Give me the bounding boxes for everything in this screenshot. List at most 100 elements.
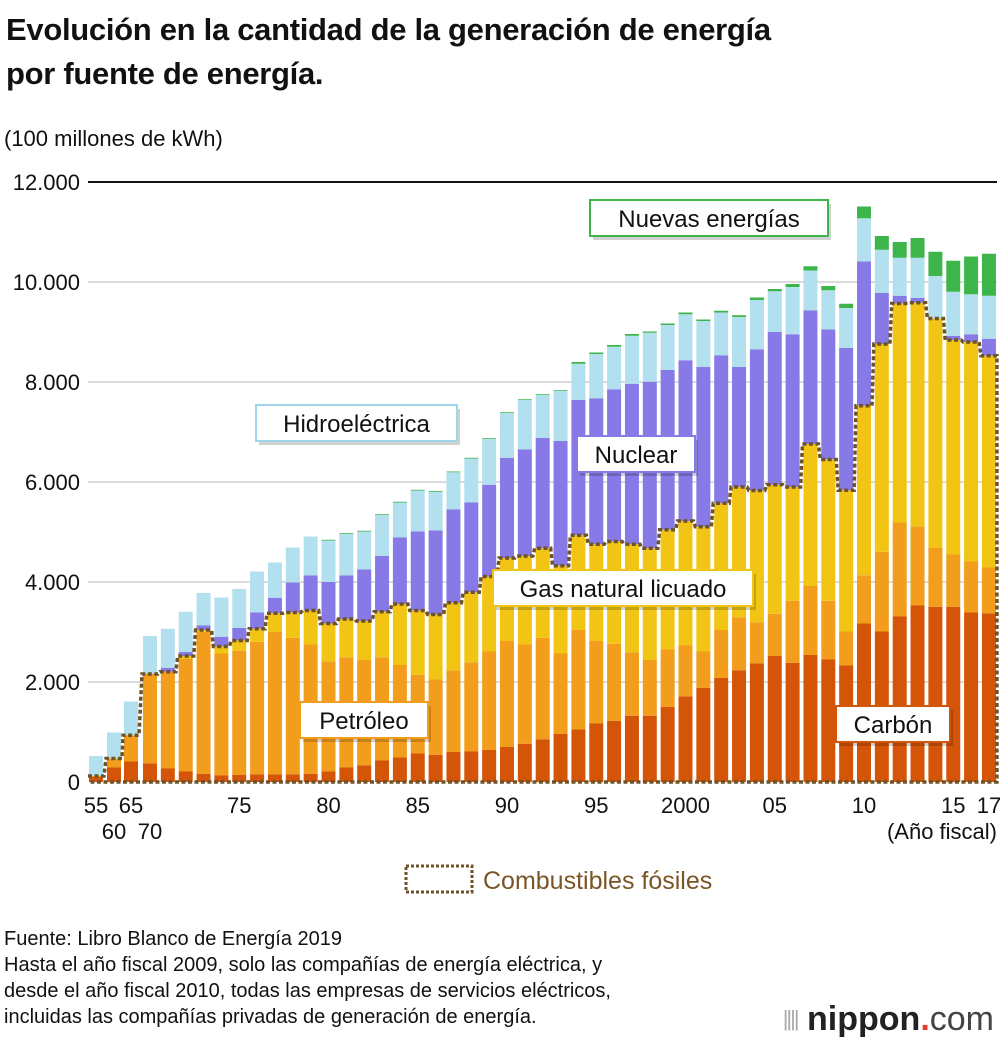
bar-segment (785, 287, 800, 335)
bar-segment (839, 303, 854, 308)
bar-segment (482, 651, 497, 750)
bar-segment (500, 641, 514, 747)
bar-segment (821, 286, 836, 291)
bar-segment (732, 670, 747, 782)
y-tick-label: 2.000 (25, 670, 80, 695)
bar-segment (196, 632, 211, 774)
bar-segment (303, 575, 318, 611)
bar-segment (910, 238, 925, 258)
bar-segment (160, 667, 175, 672)
series-label-box (492, 569, 754, 607)
bar-segment (839, 348, 854, 491)
bar-segment (339, 575, 354, 619)
bar-segment (678, 696, 693, 782)
bar-segment (143, 674, 157, 764)
bar-segment (821, 459, 836, 601)
bar-segment (946, 606, 961, 782)
bar-segment (321, 540, 336, 582)
series-label-box (576, 435, 696, 473)
fossil-outline-line (88, 301, 999, 784)
bar-segment (678, 314, 693, 361)
x-tick-label: 17 (977, 793, 1000, 818)
note-line-2: desde el año fiscal 2010, todas las empr… (4, 980, 611, 1002)
bar-segment (928, 276, 943, 319)
bar-segment (874, 293, 889, 344)
bar-segment (981, 338, 996, 356)
bar-segment (624, 652, 639, 716)
bar-segment (464, 751, 479, 782)
bar-segment (428, 679, 443, 755)
bar-segment (732, 617, 747, 671)
bar-segment (428, 491, 443, 492)
bar-segment (607, 720, 622, 782)
nippon-logo: |||| nippon.com (782, 1000, 994, 1038)
bar-segment (392, 604, 407, 665)
bar-segment (553, 390, 568, 391)
bar-segment (375, 515, 390, 556)
bar-segment (678, 645, 693, 697)
bar-segment (642, 715, 657, 782)
chart-title: Evolución en la cantidad de la generació… (6, 8, 771, 96)
bar-segment (803, 310, 818, 444)
bar-segment (321, 582, 336, 624)
bar-segment (946, 340, 961, 555)
bar-segment (535, 637, 550, 740)
bar-segment (785, 487, 800, 601)
bar-segment (500, 413, 514, 458)
bar-segment (250, 774, 265, 782)
bar-segment (303, 773, 318, 782)
bar-segment (857, 623, 871, 782)
x-tick-label: 85 (406, 793, 430, 818)
bar-segment (571, 362, 586, 364)
bar-segment (339, 619, 354, 658)
bar-segment (357, 621, 372, 660)
bar-segment (821, 659, 836, 782)
bar-segment (874, 249, 889, 293)
legend: Combustibles fósiles (404, 864, 712, 895)
bar-segment (410, 489, 425, 491)
y-tick-label: 12.000 (13, 170, 80, 195)
series-label: Gas natural licuado (520, 576, 727, 603)
bar-segment (392, 501, 407, 503)
bar-segment (446, 471, 461, 473)
bar-segment (714, 310, 729, 313)
bar-segment (410, 610, 425, 675)
bar-segment (892, 295, 907, 304)
bar-segment (892, 257, 907, 296)
bar-segment (285, 774, 300, 782)
bar-segment (464, 502, 479, 593)
bar-segment (553, 441, 568, 566)
bar-segment (553, 391, 568, 441)
bar-segment (214, 646, 229, 654)
bar-segment (749, 622, 764, 664)
bar-segment (821, 329, 836, 460)
bar-segment (589, 723, 604, 782)
bar-segment (446, 602, 461, 671)
bar-segment (964, 334, 979, 342)
bar-segment (500, 457, 514, 558)
bar-segment (857, 405, 871, 576)
bar-segment (428, 530, 443, 615)
bar-segment (946, 291, 961, 336)
bar-segment (464, 457, 479, 459)
bar-segment (660, 325, 675, 370)
bar-segment (928, 548, 943, 607)
bar-segment (500, 412, 514, 413)
bar-segment (464, 662, 479, 752)
y-tick-label: 0 (68, 770, 80, 795)
logo-bars-icon: |||| (782, 1006, 800, 1031)
bar-segment (767, 332, 782, 485)
source-note: Fuente: Libro Blanco de Energía 2019 (4, 928, 343, 950)
bar-segment (250, 641, 265, 775)
bar-segment (232, 628, 247, 641)
bar-segment (196, 625, 211, 630)
series-label: Petróleo (319, 708, 408, 735)
bar-segment (874, 236, 889, 250)
bar-segment (964, 294, 979, 335)
bar-segment (928, 606, 943, 782)
bar-segment (214, 775, 229, 782)
bar-segment (624, 335, 639, 384)
bar-segment (981, 253, 996, 296)
bar-segment (749, 663, 764, 782)
x-tick-label: 2000 (661, 793, 710, 818)
